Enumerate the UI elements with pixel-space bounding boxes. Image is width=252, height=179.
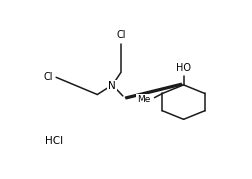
Text: HCl: HCl <box>45 136 63 146</box>
Text: Cl: Cl <box>43 72 53 82</box>
Text: Cl: Cl <box>116 30 125 40</box>
Text: Me: Me <box>136 95 149 104</box>
Text: N: N <box>108 81 115 91</box>
Text: HO: HO <box>175 63 190 73</box>
